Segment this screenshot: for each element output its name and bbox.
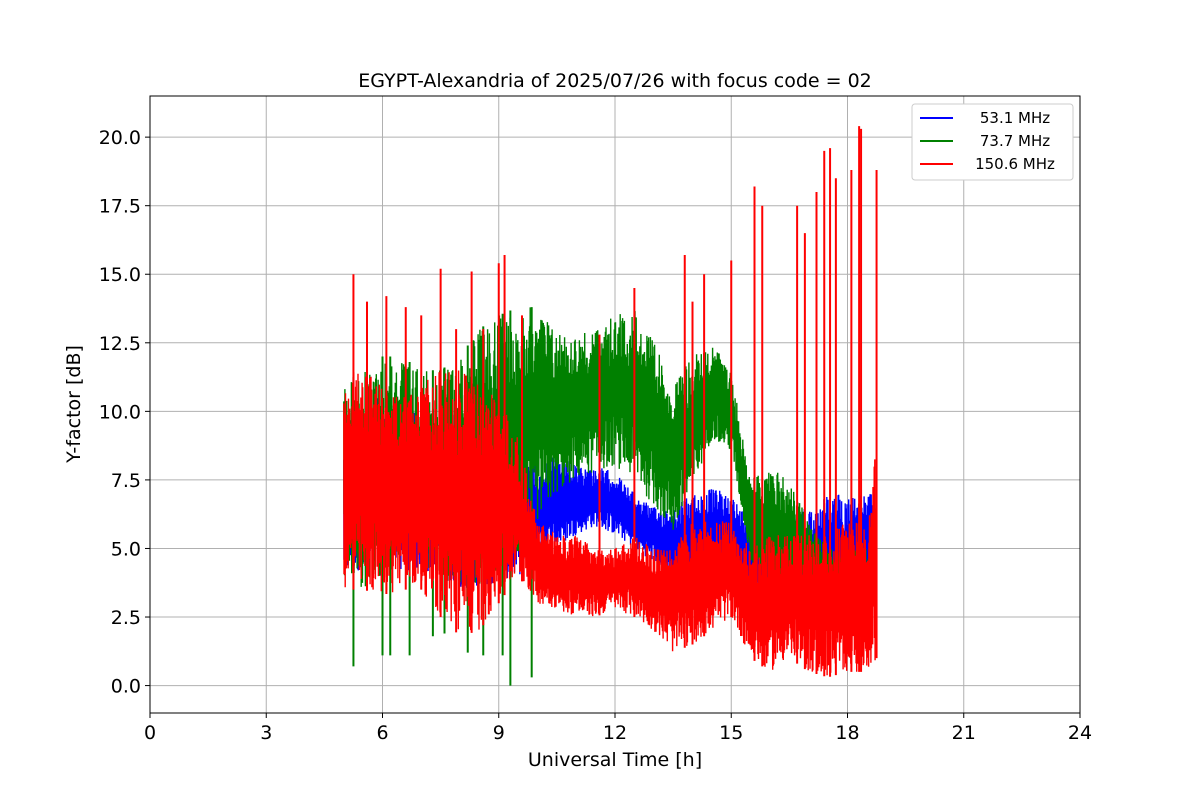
legend-label-73mhz: 73.7 MHz [980,132,1050,150]
y-tick-label: 7.5 [111,470,141,492]
series-150-6-mhz-trace [343,370,878,676]
x-tick-label: 21 [952,722,976,744]
y-tick-label: 0.0 [111,676,141,698]
y-axis-label: Y-factor [dB] [63,345,85,464]
y-tick-label: 10.0 [99,401,141,423]
y-tick-label: 15.0 [99,264,141,286]
legend: 53.1 MHz 73.7 MHz 150.6 MHz [911,103,1074,181]
chart-title: EGYPT-Alexandria of 2025/07/26 with focu… [358,70,872,92]
y-tick-label: 2.5 [111,607,141,629]
x-tick-label: 0 [144,722,156,744]
y-tick-label: 20.0 [99,127,141,149]
y-tick-label: 17.5 [99,196,141,218]
y-tick-label: 5.0 [111,538,141,560]
x-tick-label: 24 [1068,722,1092,744]
legend-label-150mhz: 150.6 MHz [975,155,1055,173]
x-tick-label: 6 [376,722,388,744]
legend-label-53mhz: 53.1 MHz [980,109,1050,127]
axis-ticks: 0 3 6 9 12 15 18 21 24 0.0 2.5 5.0 7.5 10.0 12.5 15.0 17… [99,127,1092,744]
y-tick-label: 12.5 [99,333,141,355]
x-axis-label: Universal Time [h] [528,749,702,771]
x-tick-label: 12 [603,722,627,744]
x-tick-label: 9 [493,722,505,744]
x-tick-label: 15 [719,722,743,744]
x-tick-label: 3 [260,722,272,744]
x-tick-label: 18 [835,722,859,744]
series-layer [343,126,878,686]
legend-box [911,103,1074,181]
